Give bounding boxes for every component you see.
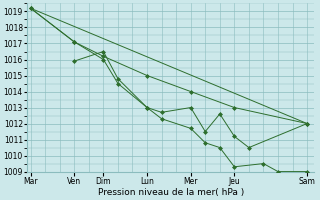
X-axis label: Pression niveau de la mer( hPa ): Pression niveau de la mer( hPa ) bbox=[98, 188, 244, 197]
